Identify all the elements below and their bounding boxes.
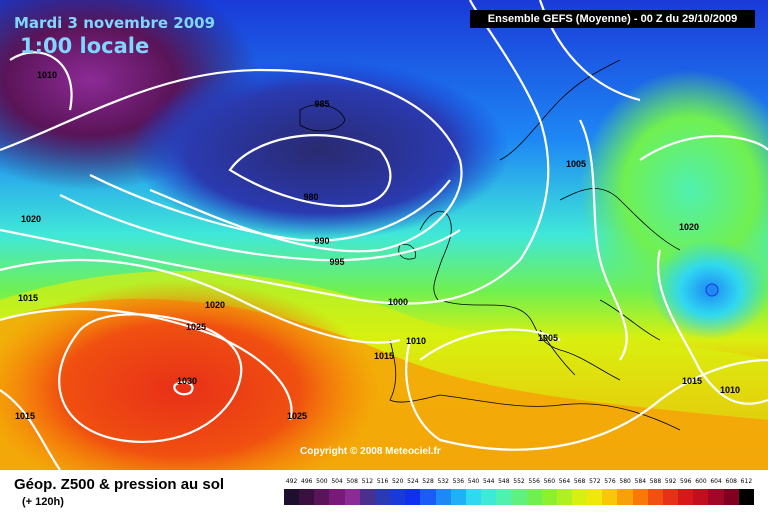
legend-tick-label: 572 bbox=[589, 478, 601, 485]
legend-swatch bbox=[465, 489, 482, 505]
isobar-label: 1030 bbox=[176, 376, 198, 386]
legend-swatch bbox=[647, 489, 663, 505]
legend-swatch bbox=[284, 489, 300, 505]
legend-swatch bbox=[481, 489, 497, 505]
legend-tick-label: 552 bbox=[513, 478, 525, 485]
isobar-label: 1005 bbox=[565, 159, 587, 169]
isobar-label: 1015 bbox=[373, 351, 395, 361]
legend-swatch bbox=[632, 489, 648, 505]
legend-tick-label: 500 bbox=[316, 478, 328, 485]
legend-swatch bbox=[299, 489, 315, 505]
legend-swatch bbox=[359, 489, 375, 505]
legend-swatch bbox=[435, 489, 451, 505]
legend-swatches bbox=[284, 489, 754, 505]
legend-tick-label: 556 bbox=[528, 478, 540, 485]
high-pressure-zone bbox=[0, 280, 380, 470]
legend-tick-label: 504 bbox=[331, 478, 343, 485]
weather-map bbox=[0, 0, 768, 470]
isobar-label: 1020 bbox=[678, 222, 700, 232]
copyright-text: Copyright © 2008 Meteociel.fr bbox=[300, 446, 441, 457]
legend-tick-label: 532 bbox=[437, 478, 449, 485]
legend-tick-label: 512 bbox=[361, 478, 374, 485]
forecast-time: 1:00 locale bbox=[20, 34, 150, 58]
legend-tick-label: 604 bbox=[710, 478, 722, 485]
legend-swatch bbox=[420, 489, 436, 505]
legend-tick-label: 592 bbox=[664, 478, 677, 485]
isobar-label: 1010 bbox=[36, 70, 58, 80]
legend-swatch bbox=[405, 489, 421, 505]
legend-swatch bbox=[602, 489, 618, 505]
legend-swatch bbox=[374, 489, 391, 505]
legend-tick-labels: 492 496 500 504 508 512 516 520 524 528 532 536 540 5… bbox=[284, 478, 754, 488]
legend-tick-label: 540 bbox=[467, 478, 480, 485]
legend-swatch bbox=[511, 489, 527, 505]
low-pressure-zone-north bbox=[130, 60, 510, 240]
legend-tick-label: 612 bbox=[740, 478, 753, 485]
isobar-label: 1025 bbox=[286, 411, 308, 421]
legend-tick-label: 560 bbox=[543, 478, 556, 485]
legend-tick-label: 576 bbox=[604, 478, 616, 485]
model-run-label: Ensemble GEFS (Moyenne) - 00 Z du 29/10/… bbox=[470, 10, 755, 28]
legend-tick-label: 564 bbox=[558, 478, 571, 485]
legend-swatch bbox=[678, 489, 694, 505]
legend-swatch bbox=[662, 489, 679, 505]
color-scale-legend: 492 496 500 504 508 512 516 520 524 528 532 536 540 5… bbox=[284, 478, 754, 510]
isobar-label: 980 bbox=[303, 192, 319, 202]
legend-tick-label: 508 bbox=[346, 478, 358, 485]
isobar-label: 995 bbox=[329, 257, 345, 267]
legend-swatch bbox=[587, 489, 603, 505]
footer: Géop. Z500 & pression au sol (+ 120h) 49… bbox=[0, 470, 768, 512]
legend-swatch bbox=[708, 489, 724, 505]
legend-tick-label: 596 bbox=[680, 478, 692, 485]
legend-tick-label: 516 bbox=[376, 478, 389, 485]
isobars bbox=[0, 0, 768, 470]
legend-swatch bbox=[526, 489, 542, 505]
legend-tick-label: 492 bbox=[285, 478, 298, 485]
pressure-center bbox=[705, 283, 719, 297]
legend-tick-label: 584 bbox=[634, 478, 647, 485]
isobar-label: 985 bbox=[314, 99, 330, 109]
isobar-label: 1020 bbox=[204, 300, 226, 310]
isobar-label: 1010 bbox=[719, 385, 741, 395]
legend-tick-label: 600 bbox=[695, 478, 707, 485]
legend-tick-label: 548 bbox=[498, 478, 510, 485]
legend-swatch bbox=[344, 489, 360, 505]
legend-tick-label: 588 bbox=[649, 478, 662, 485]
legend-swatch bbox=[314, 489, 330, 505]
legend-swatch bbox=[496, 489, 512, 505]
legend-swatch bbox=[390, 489, 406, 505]
legend-tick-label: 528 bbox=[422, 478, 434, 485]
map-caption: Géop. Z500 & pression au sol bbox=[14, 476, 225, 493]
legend-tick-label: 544 bbox=[482, 478, 495, 485]
legend-tick-label: 496 bbox=[301, 478, 313, 485]
legend-swatch bbox=[556, 489, 572, 505]
forecast-date: Mardi 3 novembre 2009 bbox=[14, 14, 216, 32]
isobar-label: 1010 bbox=[405, 336, 427, 346]
legend-tick-label: 568 bbox=[573, 478, 586, 485]
legend-swatch bbox=[329, 489, 345, 505]
legend-swatch bbox=[571, 489, 588, 505]
isobar-label: 1015 bbox=[681, 376, 703, 386]
legend-tick-label: 520 bbox=[391, 478, 404, 485]
legend-swatch bbox=[723, 489, 739, 505]
legend-tick-label: 524 bbox=[407, 478, 419, 485]
isobar-label: 1015 bbox=[14, 411, 36, 421]
forecast-hour: (+ 120h) bbox=[22, 496, 64, 508]
legend-tick-label: 608 bbox=[725, 478, 737, 485]
legend-swatch bbox=[693, 489, 709, 505]
isobar-label: 1005 bbox=[537, 333, 559, 343]
isobar-label: 1020 bbox=[20, 214, 42, 224]
isobar-label: 1000 bbox=[387, 297, 409, 307]
legend-swatch bbox=[617, 489, 633, 505]
legend-tick-label: 536 bbox=[452, 478, 465, 485]
isobar-label: 1025 bbox=[185, 322, 207, 332]
legend-swatch bbox=[541, 489, 557, 505]
legend-swatch bbox=[450, 489, 466, 505]
isobar-label: 990 bbox=[314, 236, 330, 246]
legend-tick-label: 580 bbox=[619, 478, 631, 485]
legend-swatch bbox=[738, 489, 754, 505]
isobar-label: 1015 bbox=[17, 293, 39, 303]
